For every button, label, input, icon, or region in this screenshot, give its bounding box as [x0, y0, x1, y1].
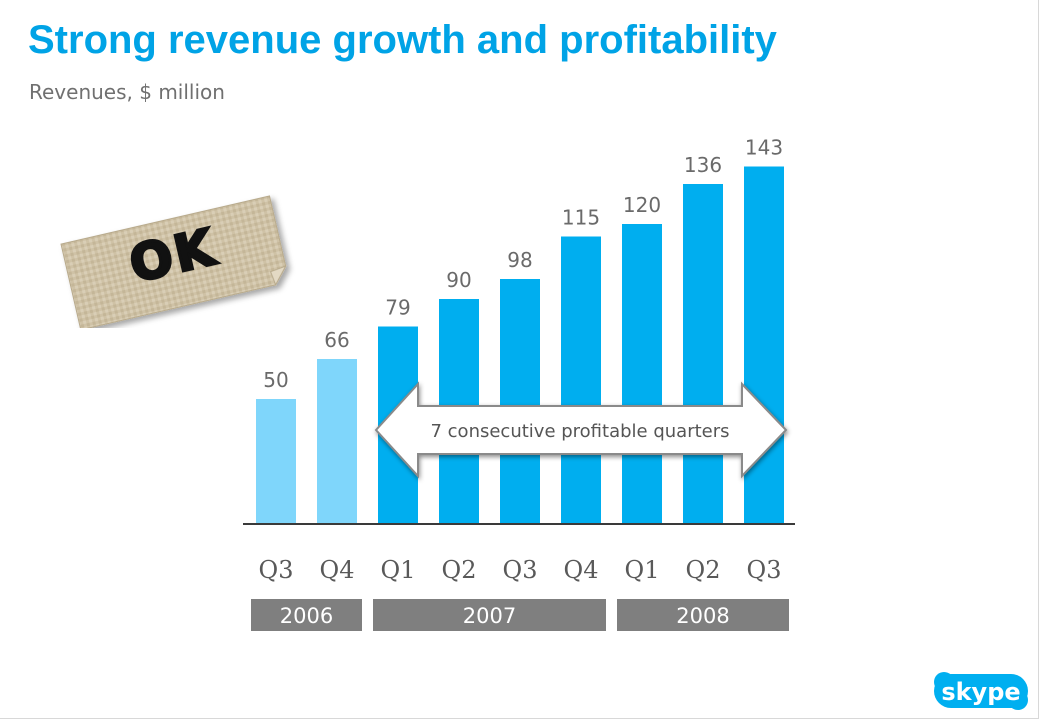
bar-4 — [500, 279, 540, 524]
year-box-2006 — [251, 599, 362, 631]
data-label-4: 98 — [507, 248, 532, 272]
data-label-6: 120 — [623, 193, 661, 217]
data-label-1: 66 — [324, 328, 349, 352]
category-label-1: Q4 — [320, 556, 355, 584]
category-label-3: Q2 — [442, 556, 477, 584]
skype-logo: skype — [934, 672, 1028, 710]
category-label-6: Q1 — [625, 556, 660, 584]
category-label-2: Q1 — [381, 556, 416, 584]
data-label-8: 143 — [745, 136, 783, 160]
bars-layer: 50 66 79 90 98 115 120 136 143 — [256, 136, 784, 524]
category-label-8: Q3 — [747, 556, 782, 584]
chart-subtitle: Revenues, $ million — [29, 80, 225, 104]
page-title: Strong revenue growth and profitability — [28, 18, 777, 62]
bar-5 — [561, 236, 601, 524]
bar-8 — [744, 166, 784, 524]
bar-0 — [256, 399, 296, 524]
bar-7 — [683, 184, 723, 524]
year-label-2006: 2006 — [280, 604, 333, 628]
data-label-2: 79 — [385, 296, 410, 320]
data-label-5: 115 — [562, 206, 600, 230]
category-labels: Q3 Q4 Q1 Q2 Q3 Q4 Q1 Q2 Q3 — [259, 556, 782, 584]
data-label-7: 136 — [684, 153, 722, 177]
data-label-0: 50 — [263, 368, 288, 392]
profitable-quarters-label: 7 consecutive profitable quarters — [430, 421, 729, 442]
bar-1 — [317, 359, 357, 524]
year-label-2008: 2008 — [676, 604, 729, 628]
category-label-5: Q4 — [564, 556, 599, 584]
skype-logo-text: skype — [941, 678, 1020, 706]
profitable-quarters-arrow: 7 consecutive profitable quarters — [374, 381, 788, 479]
category-label-7: Q2 — [686, 556, 721, 584]
year-labels: 2006 2007 2008 — [251, 599, 789, 631]
ok-sticker: OK — [60, 195, 287, 328]
bar-6 — [622, 224, 662, 524]
year-label-2007: 2007 — [463, 604, 516, 628]
year-box-2007 — [373, 599, 606, 631]
category-label-0: Q3 — [259, 556, 294, 584]
data-label-3: 90 — [446, 268, 471, 292]
year-box-2008 — [617, 599, 789, 631]
category-label-4: Q3 — [503, 556, 538, 584]
